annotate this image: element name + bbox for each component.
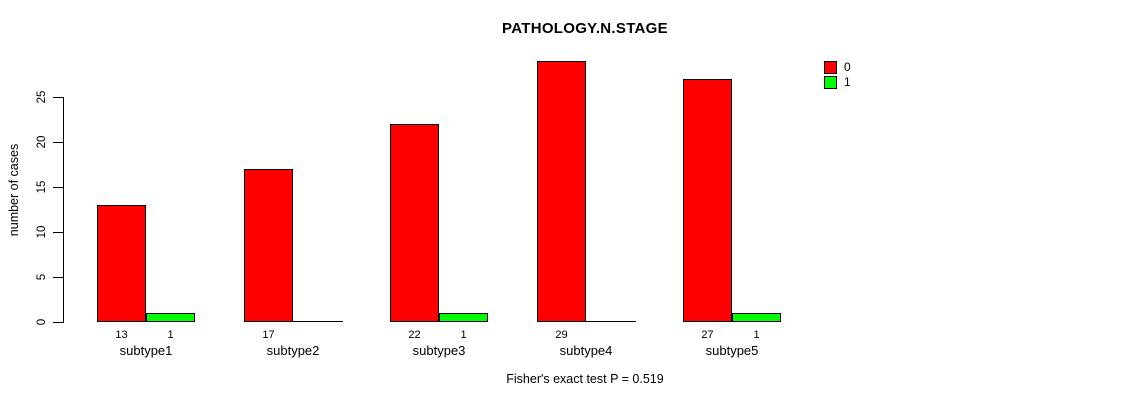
bar-series-1 [439,313,488,322]
category-label: subtype1 [119,343,173,358]
category-label: subtype4 [559,343,613,358]
legend-label: 0 [844,60,851,74]
y-tick-label: 25 [36,90,48,104]
bar-value-label: 27 [701,329,714,341]
bar-value-label: 22 [408,329,421,341]
bar-series-0 [683,79,732,322]
fisher-test-annotation: Fisher's exact test P = 0.519 [506,372,664,386]
y-axis-title: number of cases [7,143,21,237]
bar-value-label: 29 [555,329,568,341]
legend-label: 1 [844,75,851,89]
y-tick-label: 5 [36,273,48,281]
legend-entry: 0 [824,60,851,75]
bar-series-0 [537,61,586,322]
bar-value-label: 1 [753,329,760,341]
bar-value-label: 17 [262,329,275,341]
y-tick-mark [53,187,63,188]
y-tick-label: 10 [36,225,48,239]
zero-height-bar [293,321,343,322]
y-axis-line [63,97,64,323]
y-tick-mark [53,142,63,143]
bar-series-1 [146,313,195,322]
bar-series-0 [97,205,146,322]
bar-value-label: 13 [115,329,128,341]
bar-series-0 [244,169,293,322]
legend-swatch-icon [824,76,837,89]
y-tick-mark [53,322,63,323]
y-tick-mark [53,232,63,233]
bar-series-1 [732,313,781,322]
category-label: subtype3 [412,343,466,358]
zero-height-bar [586,321,636,322]
bar-value-label: 1 [167,329,174,341]
category-label: subtype2 [266,343,320,358]
bar-series-0 [390,124,439,322]
y-tick-mark [53,277,63,278]
legend-swatch-icon [824,61,837,74]
y-tick-label: 15 [36,180,48,194]
bar-value-label: 1 [460,329,467,341]
legend-entry: 1 [824,75,851,90]
category-label: subtype5 [705,343,759,358]
y-tick-label: 20 [36,135,48,149]
y-tick-mark [53,97,63,98]
chart-title: PATHOLOGY.N.STAGE [502,20,668,37]
y-tick-label: 0 [36,318,48,326]
